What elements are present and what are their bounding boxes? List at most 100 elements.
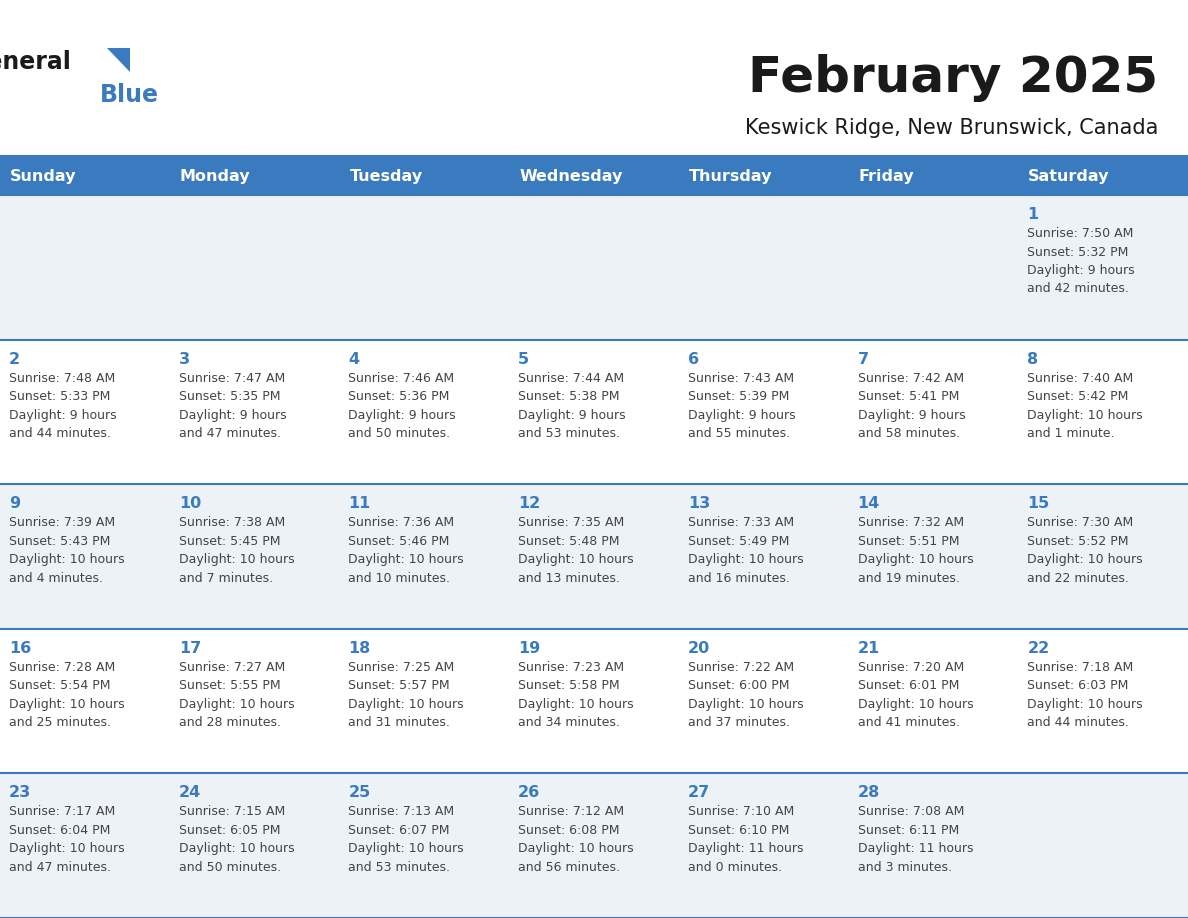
- Text: 7: 7: [858, 352, 868, 366]
- Text: 17: 17: [178, 641, 201, 655]
- Text: Daylight: 10 hours: Daylight: 10 hours: [10, 554, 125, 566]
- Text: Daylight: 10 hours: Daylight: 10 hours: [858, 698, 973, 711]
- Text: Daylight: 10 hours: Daylight: 10 hours: [348, 554, 465, 566]
- Text: and 4 minutes.: and 4 minutes.: [10, 572, 103, 585]
- Text: and 34 minutes.: and 34 minutes.: [518, 716, 620, 729]
- Text: Sunrise: 7:44 AM: Sunrise: 7:44 AM: [518, 372, 624, 385]
- Text: Daylight: 10 hours: Daylight: 10 hours: [178, 554, 295, 566]
- Text: Sunset: 6:10 PM: Sunset: 6:10 PM: [688, 823, 789, 837]
- Text: Daylight: 10 hours: Daylight: 10 hours: [518, 698, 633, 711]
- Text: Sunset: 5:32 PM: Sunset: 5:32 PM: [1028, 245, 1129, 259]
- Text: 14: 14: [858, 497, 880, 511]
- Text: Daylight: 10 hours: Daylight: 10 hours: [10, 843, 125, 856]
- Text: and 50 minutes.: and 50 minutes.: [348, 427, 450, 440]
- Text: Saturday: Saturday: [1029, 169, 1110, 184]
- Text: 2: 2: [10, 352, 20, 366]
- Text: and 13 minutes.: and 13 minutes.: [518, 572, 620, 585]
- Text: 1: 1: [1028, 207, 1038, 222]
- Text: Daylight: 10 hours: Daylight: 10 hours: [1028, 698, 1143, 711]
- Text: 27: 27: [688, 786, 710, 800]
- Text: General: General: [0, 50, 72, 74]
- Text: Daylight: 9 hours: Daylight: 9 hours: [858, 409, 965, 421]
- Text: Daylight: 10 hours: Daylight: 10 hours: [518, 843, 633, 856]
- Text: Daylight: 10 hours: Daylight: 10 hours: [348, 843, 465, 856]
- Text: and 22 minutes.: and 22 minutes.: [1028, 572, 1129, 585]
- Text: and 28 minutes.: and 28 minutes.: [178, 716, 280, 729]
- Text: Sunset: 5:57 PM: Sunset: 5:57 PM: [348, 679, 450, 692]
- Text: Sunrise: 7:38 AM: Sunrise: 7:38 AM: [178, 516, 285, 529]
- Text: 25: 25: [348, 786, 371, 800]
- Text: Sunset: 6:08 PM: Sunset: 6:08 PM: [518, 823, 620, 837]
- Text: Sunset: 5:33 PM: Sunset: 5:33 PM: [10, 390, 110, 403]
- Text: 13: 13: [688, 497, 710, 511]
- Bar: [0, 340, 1188, 484]
- Text: Sunrise: 7:17 AM: Sunrise: 7:17 AM: [10, 805, 115, 819]
- Text: and 37 minutes.: and 37 minutes.: [688, 716, 790, 729]
- Text: Sunset: 5:45 PM: Sunset: 5:45 PM: [178, 534, 280, 548]
- Text: Sunrise: 7:35 AM: Sunrise: 7:35 AM: [518, 516, 625, 529]
- Text: Sunrise: 7:33 AM: Sunrise: 7:33 AM: [688, 516, 794, 529]
- Text: 19: 19: [518, 641, 541, 655]
- Text: and 44 minutes.: and 44 minutes.: [1028, 716, 1129, 729]
- Text: and 56 minutes.: and 56 minutes.: [518, 861, 620, 874]
- Bar: [0, 155, 1188, 161]
- Bar: [0, 158, 1188, 195]
- Text: 12: 12: [518, 497, 541, 511]
- Text: February 2025: February 2025: [748, 54, 1158, 102]
- Text: Sunrise: 7:42 AM: Sunrise: 7:42 AM: [858, 372, 963, 385]
- Text: Sunday: Sunday: [10, 169, 76, 184]
- Text: and 58 minutes.: and 58 minutes.: [858, 427, 960, 440]
- Text: and 53 minutes.: and 53 minutes.: [518, 427, 620, 440]
- Text: Sunset: 6:04 PM: Sunset: 6:04 PM: [10, 823, 110, 837]
- Text: Daylight: 11 hours: Daylight: 11 hours: [688, 843, 803, 856]
- Text: Sunrise: 7:13 AM: Sunrise: 7:13 AM: [348, 805, 455, 819]
- Bar: [0, 195, 1188, 340]
- Text: Daylight: 9 hours: Daylight: 9 hours: [518, 409, 626, 421]
- Text: Wednesday: Wednesday: [519, 169, 623, 184]
- Text: 18: 18: [348, 641, 371, 655]
- Text: Daylight: 10 hours: Daylight: 10 hours: [858, 554, 973, 566]
- Text: 5: 5: [518, 352, 530, 366]
- Text: and 10 minutes.: and 10 minutes.: [348, 572, 450, 585]
- Text: 28: 28: [858, 786, 880, 800]
- Text: Daylight: 10 hours: Daylight: 10 hours: [348, 698, 465, 711]
- Text: 22: 22: [1028, 641, 1049, 655]
- Text: Sunset: 6:03 PM: Sunset: 6:03 PM: [1028, 679, 1129, 692]
- Text: Daylight: 9 hours: Daylight: 9 hours: [178, 409, 286, 421]
- Text: 8: 8: [1028, 352, 1038, 366]
- Text: Sunrise: 7:50 AM: Sunrise: 7:50 AM: [1028, 227, 1133, 240]
- Text: and 50 minutes.: and 50 minutes.: [178, 861, 280, 874]
- Text: Daylight: 10 hours: Daylight: 10 hours: [688, 554, 803, 566]
- Text: and 47 minutes.: and 47 minutes.: [178, 427, 280, 440]
- Text: Sunrise: 7:40 AM: Sunrise: 7:40 AM: [1028, 372, 1133, 385]
- Text: and 7 minutes.: and 7 minutes.: [178, 572, 273, 585]
- Text: Daylight: 10 hours: Daylight: 10 hours: [1028, 409, 1143, 421]
- Text: Sunrise: 7:20 AM: Sunrise: 7:20 AM: [858, 661, 963, 674]
- Text: Sunrise: 7:47 AM: Sunrise: 7:47 AM: [178, 372, 285, 385]
- Text: Sunset: 5:49 PM: Sunset: 5:49 PM: [688, 534, 789, 548]
- Text: 15: 15: [1028, 497, 1049, 511]
- Text: Daylight: 11 hours: Daylight: 11 hours: [858, 843, 973, 856]
- Text: 6: 6: [688, 352, 699, 366]
- Text: Sunrise: 7:27 AM: Sunrise: 7:27 AM: [178, 661, 285, 674]
- Text: Daylight: 9 hours: Daylight: 9 hours: [1028, 264, 1135, 277]
- Text: Blue: Blue: [100, 83, 159, 107]
- Text: Daylight: 10 hours: Daylight: 10 hours: [178, 698, 295, 711]
- Text: Sunset: 6:11 PM: Sunset: 6:11 PM: [858, 823, 959, 837]
- Bar: [0, 773, 1188, 918]
- Text: Sunset: 5:52 PM: Sunset: 5:52 PM: [1028, 534, 1129, 548]
- Text: Sunrise: 7:25 AM: Sunrise: 7:25 AM: [348, 661, 455, 674]
- Text: Monday: Monday: [179, 169, 251, 184]
- Text: Sunset: 5:35 PM: Sunset: 5:35 PM: [178, 390, 280, 403]
- Text: 10: 10: [178, 497, 201, 511]
- Text: Daylight: 10 hours: Daylight: 10 hours: [688, 698, 803, 711]
- Text: Sunrise: 7:18 AM: Sunrise: 7:18 AM: [1028, 661, 1133, 674]
- Text: Sunrise: 7:23 AM: Sunrise: 7:23 AM: [518, 661, 624, 674]
- Text: Sunset: 5:55 PM: Sunset: 5:55 PM: [178, 679, 280, 692]
- Text: Sunset: 6:01 PM: Sunset: 6:01 PM: [858, 679, 959, 692]
- Text: Sunset: 5:48 PM: Sunset: 5:48 PM: [518, 534, 620, 548]
- Text: and 25 minutes.: and 25 minutes.: [10, 716, 110, 729]
- Text: Sunset: 6:05 PM: Sunset: 6:05 PM: [178, 823, 280, 837]
- Text: Sunset: 5:41 PM: Sunset: 5:41 PM: [858, 390, 959, 403]
- Text: Sunset: 5:39 PM: Sunset: 5:39 PM: [688, 390, 789, 403]
